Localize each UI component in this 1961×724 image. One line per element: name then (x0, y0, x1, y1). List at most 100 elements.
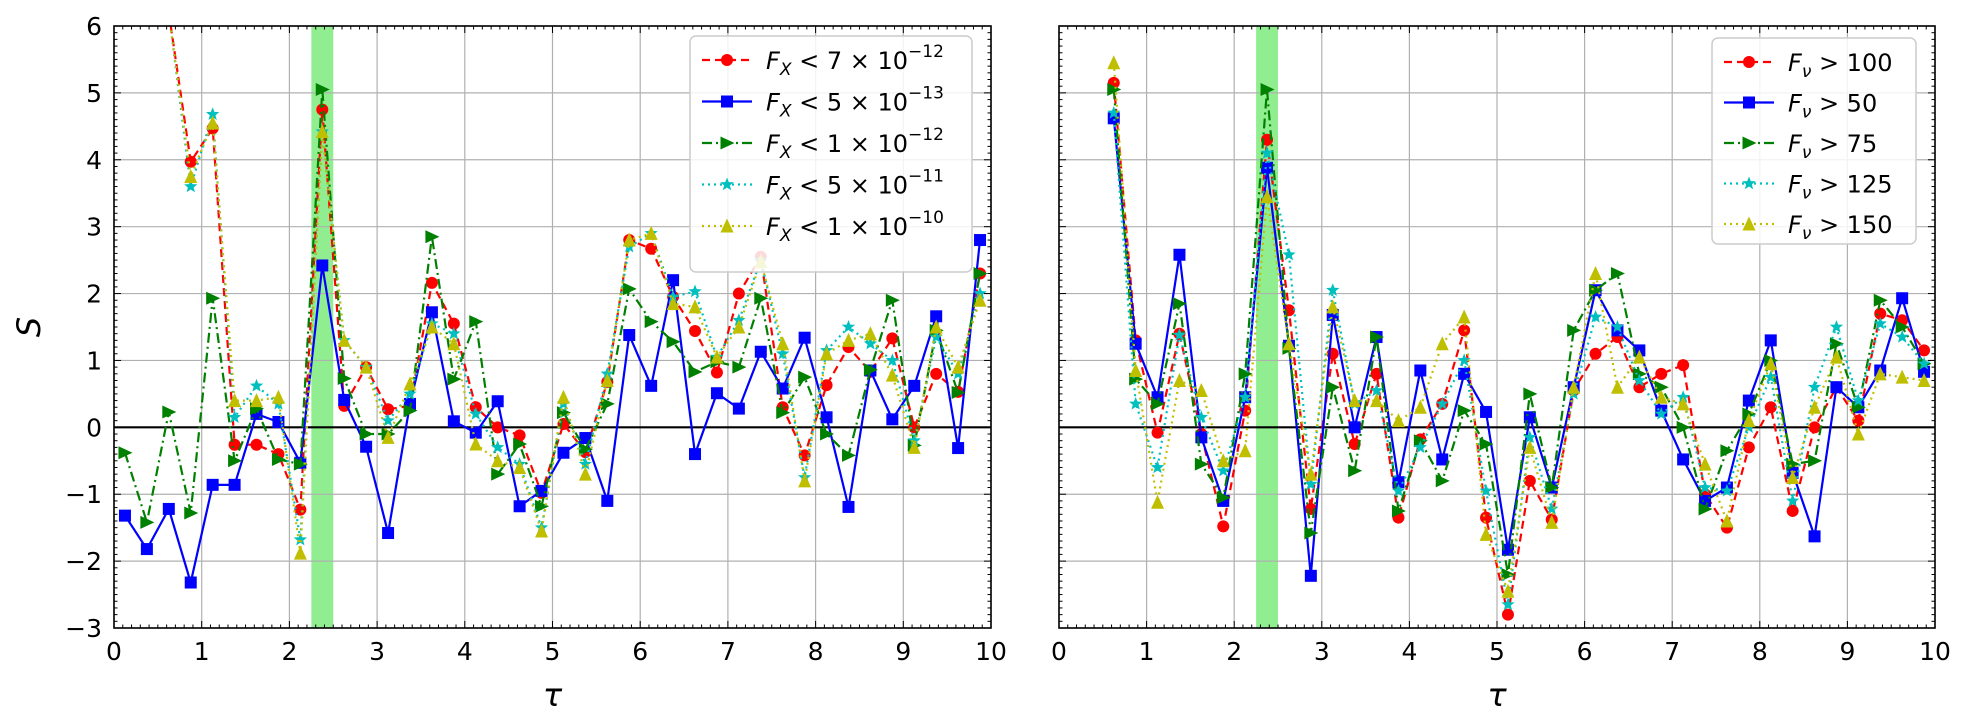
data-point (1370, 367, 1383, 380)
data-point (1545, 501, 1559, 515)
data-point (271, 389, 285, 404)
data-point (162, 502, 175, 515)
data-point (184, 576, 197, 589)
data-point (1545, 514, 1559, 529)
x-tick-label: 10 (1919, 637, 1951, 666)
data-point (447, 372, 462, 386)
data-point (1435, 396, 1449, 410)
data-point (316, 103, 329, 116)
data-point (1370, 393, 1384, 408)
data-point (1786, 504, 1799, 517)
data-point (1742, 394, 1755, 407)
left-chart-panel: 0 1 2 3 4 5 6 7 8 9 10 −3 −2 −1 0 1 2 3 4 5 6 τ S FX < 7 × 10−1… (10, 5, 1007, 714)
y-tick-label: −3 (65, 614, 102, 643)
data-point (1720, 513, 1734, 528)
data-point (1435, 336, 1449, 351)
data-point (1808, 454, 1823, 468)
data-point (1107, 106, 1121, 119)
data-point (293, 457, 308, 471)
series-line (123, 89, 982, 523)
data-point (250, 438, 263, 451)
legend-swatch-marker (721, 54, 733, 66)
data-point (578, 457, 592, 470)
data-point (513, 437, 528, 451)
series-line (1112, 89, 1926, 575)
data-point (820, 346, 834, 361)
data-point (1764, 356, 1778, 371)
data-point (908, 379, 921, 392)
data-point (1457, 353, 1471, 367)
data-point (710, 366, 723, 379)
data-point (710, 349, 724, 364)
x-tick-label: 2 (281, 637, 297, 666)
data-point (1194, 410, 1208, 423)
data-point (1260, 146, 1274, 159)
data-point (403, 386, 417, 400)
data-point (1479, 437, 1494, 451)
data-point (1654, 407, 1668, 420)
legend-swatch-marker (1742, 216, 1756, 231)
data-point (249, 378, 264, 392)
data-point (666, 335, 681, 349)
data-point (1676, 396, 1690, 411)
series-line (124, 239, 982, 587)
data-point (1435, 474, 1450, 488)
data-point (1654, 389, 1668, 404)
data-point (1895, 330, 1909, 343)
data-point (1567, 379, 1581, 394)
data-point (140, 543, 153, 556)
data-point (1480, 511, 1493, 524)
data-point (1808, 530, 1821, 543)
data-point (1238, 390, 1252, 403)
data-point (162, 6, 175, 19)
data-point (863, 363, 878, 377)
data-point (842, 500, 855, 513)
data-point (644, 225, 658, 240)
y-tick-label: 0 (86, 413, 102, 442)
data-point (1589, 265, 1603, 280)
legend-label: Fν > 125 (1788, 171, 1893, 204)
data-point (491, 395, 504, 408)
data-point (1370, 330, 1385, 344)
data-point (1480, 405, 1493, 418)
data-point (1851, 393, 1865, 407)
data-point (1873, 293, 1888, 307)
data-point (162, 5, 175, 19)
data-point (491, 453, 505, 468)
data-point (1261, 161, 1274, 174)
data-point (1677, 359, 1690, 372)
data-point (1304, 477, 1318, 490)
x-tick-label: 8 (808, 637, 824, 666)
data-point (929, 319, 943, 334)
legend-item: Fν > 100 (1724, 49, 1893, 82)
data-point (1829, 337, 1844, 351)
x-tick-label: 7 (720, 637, 736, 666)
data-point (600, 373, 614, 388)
data-point (1107, 55, 1121, 70)
data-point (929, 330, 943, 343)
data-point (163, 7, 175, 19)
data-point (447, 326, 461, 340)
x-tick-label: 0 (1051, 637, 1067, 666)
data-point (381, 413, 395, 427)
data-point (689, 448, 702, 461)
y-tick-label: −2 (65, 547, 102, 576)
data-point (1172, 297, 1187, 311)
data-point (601, 494, 614, 507)
data-point (1895, 369, 1909, 384)
data-point (228, 478, 241, 491)
data-point (1610, 379, 1624, 394)
legend-swatch-marker (720, 218, 734, 233)
data-point (1873, 316, 1887, 330)
legend-item: Fν > 150 (1724, 211, 1893, 244)
legend-label: Fν > 50 (1788, 90, 1877, 123)
data-point (1501, 583, 1515, 598)
x-tick-label: 5 (1489, 637, 1505, 666)
data-point (1588, 310, 1603, 323)
data-point (1610, 320, 1625, 333)
data-point (1326, 283, 1340, 296)
data-point (1260, 189, 1274, 204)
data-point (754, 345, 767, 358)
data-point (1874, 307, 1887, 320)
data-point (885, 293, 900, 307)
